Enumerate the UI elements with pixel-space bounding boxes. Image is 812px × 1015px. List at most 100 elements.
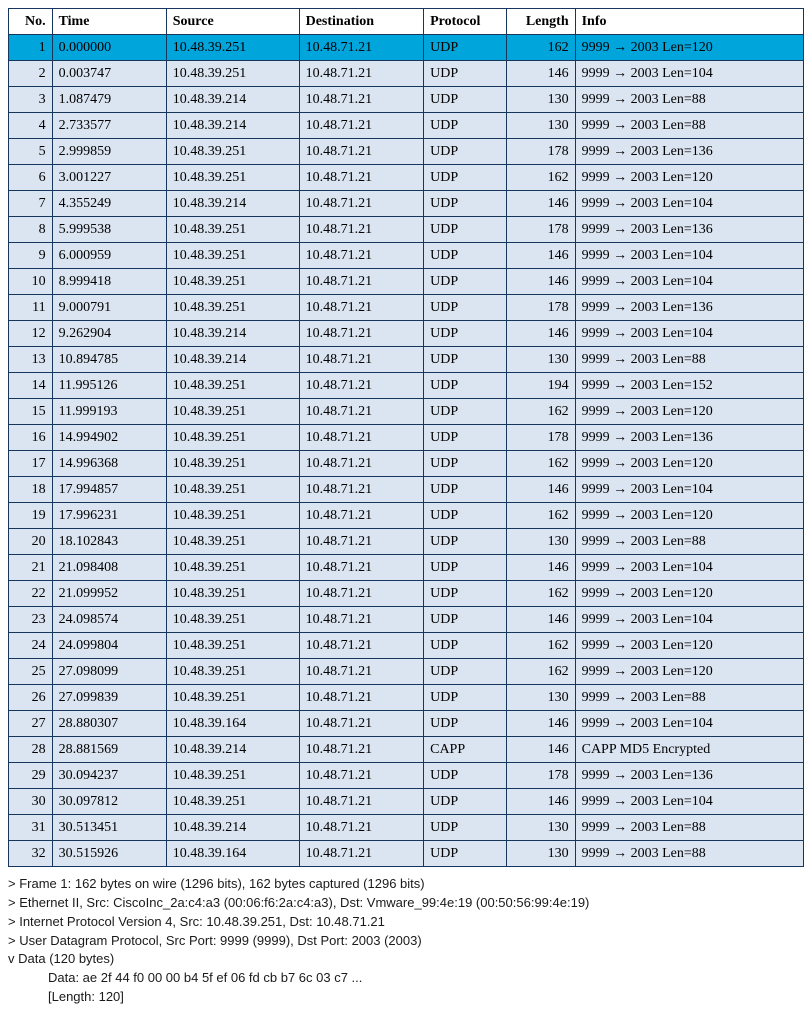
cell-destination: 10.48.71.21: [299, 581, 424, 607]
detail-data[interactable]: v Data (120 bytes): [8, 950, 804, 969]
packet-row[interactable]: 2828.88156910.48.39.21410.48.71.21CAPP14…: [9, 737, 804, 763]
cell-length: 178: [507, 295, 575, 321]
cell-destination: 10.48.71.21: [299, 659, 424, 685]
packet-row[interactable]: 1917.99623110.48.39.25110.48.71.21UDP162…: [9, 503, 804, 529]
packet-details-pane: > Frame 1: 162 bytes on wire (1296 bits)…: [8, 875, 804, 1007]
cell-source: 10.48.39.251: [166, 529, 299, 555]
cell-time: 24.099804: [52, 633, 166, 659]
cell-source: 10.48.39.251: [166, 451, 299, 477]
packet-row[interactable]: 52.99985910.48.39.25110.48.71.21UDP17899…: [9, 139, 804, 165]
packet-row[interactable]: 1411.99512610.48.39.25110.48.71.21UDP194…: [9, 373, 804, 399]
cell-time: 10.894785: [52, 347, 166, 373]
column-header-destination[interactable]: Destination: [299, 9, 424, 35]
packet-row[interactable]: 10.00000010.48.39.25110.48.71.21UDP16299…: [9, 35, 804, 61]
cell-protocol: UDP: [424, 347, 507, 373]
cell-info: 9999 → 2003 Len=88: [575, 113, 803, 139]
packet-row[interactable]: 74.35524910.48.39.21410.48.71.21UDP14699…: [9, 191, 804, 217]
packet-row[interactable]: 3230.51592610.48.39.16410.48.71.21UDP130…: [9, 841, 804, 867]
cell-source: 10.48.39.251: [166, 399, 299, 425]
cell-destination: 10.48.71.21: [299, 399, 424, 425]
column-header-time[interactable]: Time: [52, 9, 166, 35]
cell-no: 5: [9, 139, 53, 165]
packet-row[interactable]: 85.99953810.48.39.25110.48.71.21UDP17899…: [9, 217, 804, 243]
cell-source: 10.48.39.214: [166, 113, 299, 139]
packet-row[interactable]: 2324.09857410.48.39.25110.48.71.21UDP146…: [9, 607, 804, 633]
cell-no: 31: [9, 815, 53, 841]
cell-destination: 10.48.71.21: [299, 633, 424, 659]
cell-protocol: UDP: [424, 581, 507, 607]
cell-length: 194: [507, 373, 575, 399]
cell-info: 9999 → 2003 Len=104: [575, 711, 803, 737]
cell-protocol: UDP: [424, 503, 507, 529]
column-header-protocol[interactable]: Protocol: [424, 9, 507, 35]
cell-time: 9.262904: [52, 321, 166, 347]
packet-row[interactable]: 3130.51345110.48.39.21410.48.71.21UDP130…: [9, 815, 804, 841]
cell-destination: 10.48.71.21: [299, 269, 424, 295]
cell-length: 146: [507, 789, 575, 815]
packet-row[interactable]: 1511.99919310.48.39.25110.48.71.21UDP162…: [9, 399, 804, 425]
cell-destination: 10.48.71.21: [299, 35, 424, 61]
packet-row[interactable]: 119.00079110.48.39.25110.48.71.21UDP1789…: [9, 295, 804, 321]
cell-info: 9999 → 2003 Len=120: [575, 451, 803, 477]
cell-length: 146: [507, 243, 575, 269]
cell-info: 9999 → 2003 Len=104: [575, 191, 803, 217]
detail-data-length[interactable]: [Length: 120]: [8, 988, 804, 1007]
packet-row[interactable]: 2728.88030710.48.39.16410.48.71.21UDP146…: [9, 711, 804, 737]
packet-row[interactable]: 1614.99490210.48.39.25110.48.71.21UDP178…: [9, 425, 804, 451]
detail-ip[interactable]: > Internet Protocol Version 4, Src: 10.4…: [8, 913, 804, 932]
packet-row[interactable]: 63.00122710.48.39.25110.48.71.21UDP16299…: [9, 165, 804, 191]
packet-row[interactable]: 31.08747910.48.39.21410.48.71.21UDP13099…: [9, 87, 804, 113]
cell-source: 10.48.39.251: [166, 633, 299, 659]
detail-data-hex[interactable]: Data: ae 2f 44 f0 00 00 b4 5f ef 06 fd c…: [8, 969, 804, 988]
cell-time: 30.094237: [52, 763, 166, 789]
column-header-source[interactable]: Source: [166, 9, 299, 35]
packet-row[interactable]: 129.26290410.48.39.21410.48.71.21UDP1469…: [9, 321, 804, 347]
cell-time: 28.880307: [52, 711, 166, 737]
column-header-no[interactable]: No.: [9, 9, 53, 35]
packet-row[interactable]: 2018.10284310.48.39.25110.48.71.21UDP130…: [9, 529, 804, 555]
cell-info: 9999 → 2003 Len=136: [575, 217, 803, 243]
cell-length: 162: [507, 633, 575, 659]
packet-row[interactable]: 20.00374710.48.39.25110.48.71.21UDP14699…: [9, 61, 804, 87]
cell-no: 4: [9, 113, 53, 139]
packet-list-table[interactable]: No.TimeSourceDestinationProtocolLengthIn…: [8, 8, 804, 867]
cell-source: 10.48.39.251: [166, 35, 299, 61]
cell-source: 10.48.39.251: [166, 789, 299, 815]
detail-ethernet[interactable]: > Ethernet II, Src: CiscoInc_2a:c4:a3 (0…: [8, 894, 804, 913]
cell-info: 9999 → 2003 Len=120: [575, 633, 803, 659]
packet-row[interactable]: 2527.09809910.48.39.25110.48.71.21UDP162…: [9, 659, 804, 685]
cell-destination: 10.48.71.21: [299, 61, 424, 87]
packet-row[interactable]: 2221.09995210.48.39.25110.48.71.21UDP162…: [9, 581, 804, 607]
cell-destination: 10.48.71.21: [299, 321, 424, 347]
column-header-info[interactable]: Info: [575, 9, 803, 35]
packet-row[interactable]: 2627.09983910.48.39.25110.48.71.21UDP130…: [9, 685, 804, 711]
cell-protocol: UDP: [424, 711, 507, 737]
packet-row[interactable]: 96.00095910.48.39.25110.48.71.21UDP14699…: [9, 243, 804, 269]
cell-length: 162: [507, 35, 575, 61]
cell-length: 146: [507, 477, 575, 503]
cell-no: 21: [9, 555, 53, 581]
packet-row[interactable]: 2424.09980410.48.39.25110.48.71.21UDP162…: [9, 633, 804, 659]
packet-row[interactable]: 1714.99636810.48.39.25110.48.71.21UDP162…: [9, 451, 804, 477]
cell-length: 162: [507, 659, 575, 685]
cell-source: 10.48.39.164: [166, 711, 299, 737]
cell-protocol: UDP: [424, 165, 507, 191]
detail-udp[interactable]: > User Datagram Protocol, Src Port: 9999…: [8, 932, 804, 951]
cell-time: 2.733577: [52, 113, 166, 139]
packet-row[interactable]: 42.73357710.48.39.21410.48.71.21UDP13099…: [9, 113, 804, 139]
cell-info: 9999 → 2003 Len=120: [575, 35, 803, 61]
packet-row[interactable]: 108.99941810.48.39.25110.48.71.21UDP1469…: [9, 269, 804, 295]
cell-length: 130: [507, 815, 575, 841]
packet-row[interactable]: 1310.89478510.48.39.21410.48.71.21UDP130…: [9, 347, 804, 373]
detail-frame[interactable]: > Frame 1: 162 bytes on wire (1296 bits)…: [8, 875, 804, 894]
packet-row[interactable]: 1817.99485710.48.39.25110.48.71.21UDP146…: [9, 477, 804, 503]
packet-row[interactable]: 2930.09423710.48.39.25110.48.71.21UDP178…: [9, 763, 804, 789]
cell-no: 23: [9, 607, 53, 633]
cell-length: 178: [507, 139, 575, 165]
column-header-length[interactable]: Length: [507, 9, 575, 35]
packet-row[interactable]: 3030.09781210.48.39.25110.48.71.21UDP146…: [9, 789, 804, 815]
cell-info: 9999 → 2003 Len=120: [575, 503, 803, 529]
packet-row[interactable]: 2121.09840810.48.39.25110.48.71.21UDP146…: [9, 555, 804, 581]
cell-source: 10.48.39.251: [166, 581, 299, 607]
cell-no: 12: [9, 321, 53, 347]
